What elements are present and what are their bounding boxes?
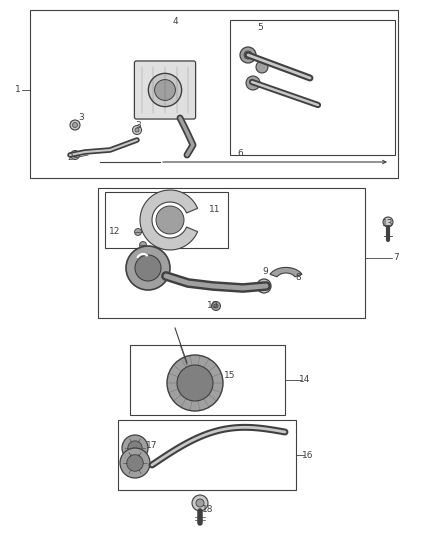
- Circle shape: [120, 448, 150, 478]
- Circle shape: [196, 499, 204, 507]
- Text: 3: 3: [78, 114, 84, 123]
- Circle shape: [122, 435, 148, 461]
- Text: 1: 1: [15, 85, 21, 94]
- Text: 15: 15: [224, 372, 236, 381]
- Circle shape: [133, 125, 141, 134]
- Circle shape: [192, 495, 208, 511]
- Circle shape: [167, 355, 223, 411]
- Bar: [230, 20, 395, 155]
- Text: 2: 2: [67, 154, 73, 163]
- Text: 14: 14: [299, 376, 311, 384]
- Text: 18: 18: [202, 505, 214, 514]
- Text: 3: 3: [135, 120, 141, 130]
- Circle shape: [73, 123, 78, 127]
- Text: 12: 12: [110, 228, 121, 237]
- Bar: [130, 345, 285, 415]
- Circle shape: [257, 279, 271, 293]
- Text: 16: 16: [302, 450, 314, 459]
- Text: 5: 5: [257, 23, 263, 33]
- PathPatch shape: [270, 268, 302, 277]
- Circle shape: [139, 241, 146, 248]
- Text: 17: 17: [146, 440, 158, 449]
- Circle shape: [73, 153, 77, 157]
- Text: 7: 7: [393, 254, 399, 262]
- Circle shape: [156, 206, 184, 234]
- Bar: [98, 188, 365, 318]
- PathPatch shape: [140, 190, 198, 250]
- Circle shape: [126, 246, 170, 290]
- Circle shape: [155, 79, 175, 100]
- Circle shape: [246, 76, 260, 90]
- FancyBboxPatch shape: [134, 61, 196, 119]
- Circle shape: [135, 255, 161, 281]
- Circle shape: [240, 47, 256, 63]
- Circle shape: [70, 120, 80, 130]
- Circle shape: [177, 365, 213, 401]
- Bar: [105, 192, 228, 248]
- Circle shape: [212, 302, 220, 311]
- Circle shape: [214, 304, 218, 308]
- Bar: [118, 420, 296, 490]
- Circle shape: [71, 150, 80, 159]
- Text: 8: 8: [295, 273, 301, 282]
- Bar: [30, 10, 398, 178]
- Text: 9: 9: [262, 268, 268, 277]
- Text: 6: 6: [237, 149, 243, 158]
- Circle shape: [256, 61, 268, 73]
- Text: 13: 13: [382, 220, 394, 229]
- Text: 10: 10: [207, 301, 219, 310]
- Circle shape: [128, 441, 142, 455]
- Text: 4: 4: [172, 18, 178, 27]
- Circle shape: [383, 217, 393, 227]
- Circle shape: [135, 128, 139, 132]
- Circle shape: [148, 74, 182, 107]
- Circle shape: [244, 51, 252, 59]
- Circle shape: [127, 455, 143, 471]
- Circle shape: [261, 282, 268, 289]
- Circle shape: [134, 229, 141, 236]
- Text: 11: 11: [209, 206, 221, 214]
